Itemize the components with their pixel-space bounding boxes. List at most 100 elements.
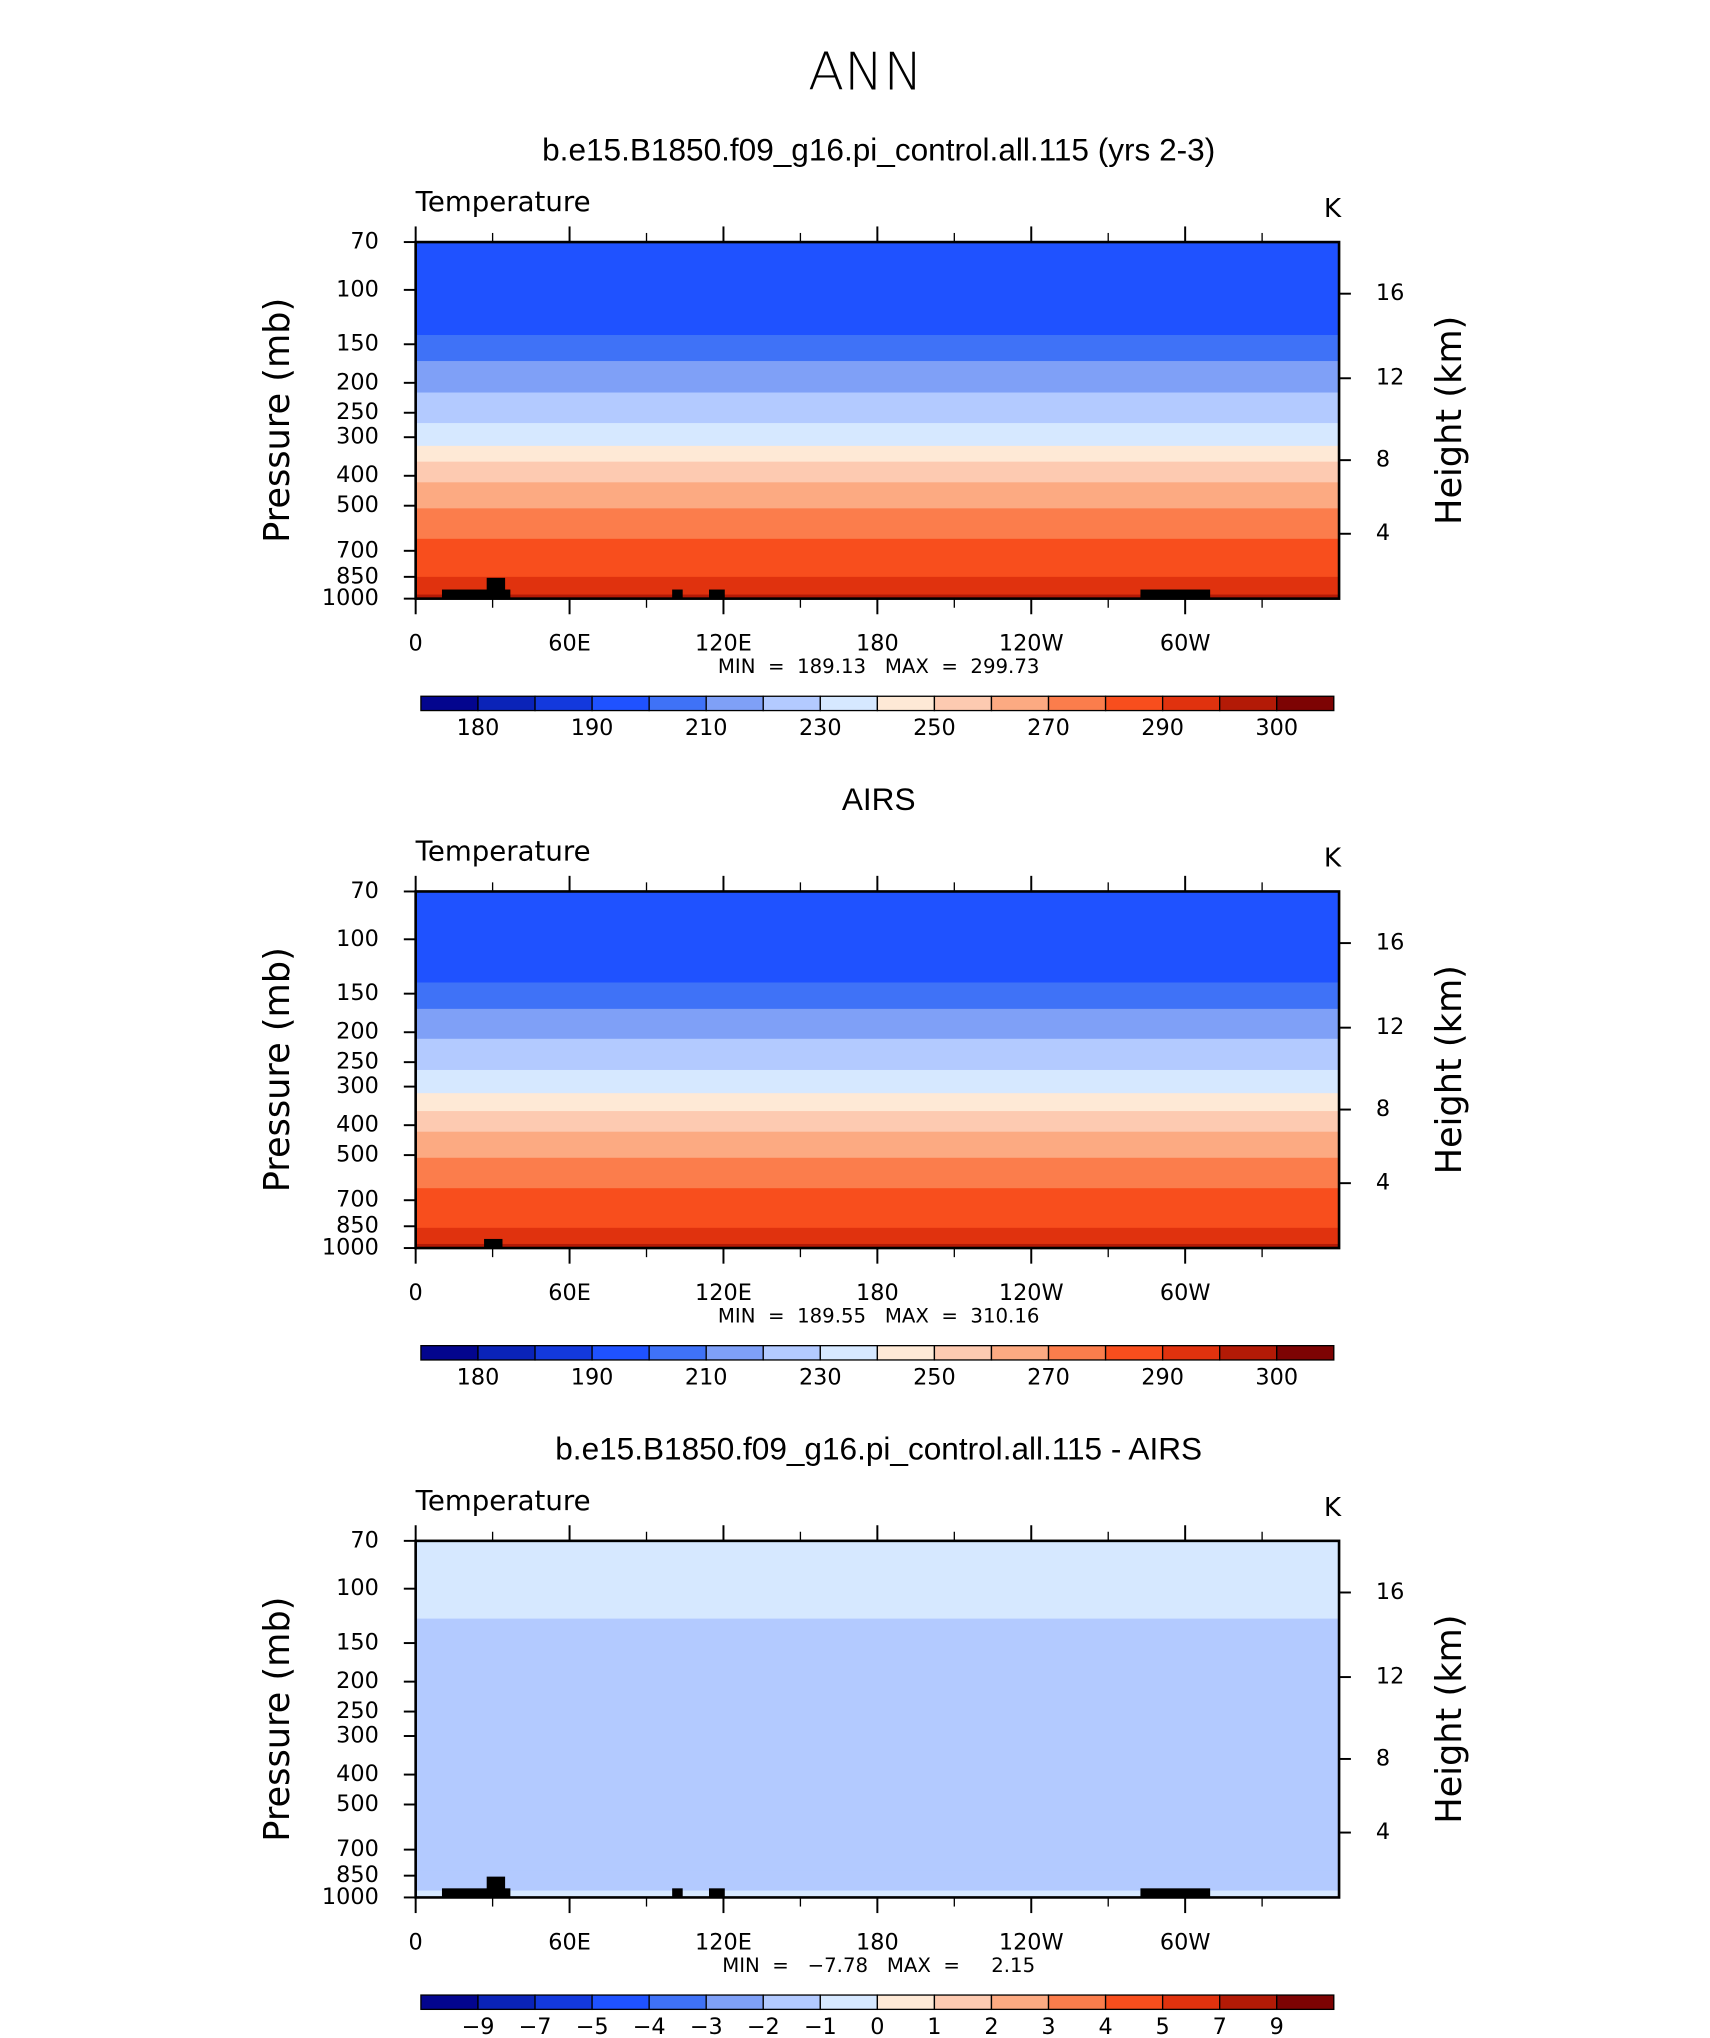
colorbar-box	[1047, 695, 1107, 712]
colorbar-box	[420, 1345, 479, 1361]
y2-tick-label: 16	[1376, 1579, 1404, 1605]
y-tick-label: 150	[336, 1630, 379, 1656]
y-tick-label: 70	[350, 1527, 378, 1553]
units: K	[1324, 194, 1342, 224]
colorbar-label: 190	[571, 1365, 614, 1391]
colorbar-box	[534, 1994, 593, 2011]
topography	[708, 589, 725, 599]
x-tick-label: 120E	[695, 1930, 752, 1956]
contour-band	[415, 1618, 1340, 1689]
x-tick-label: 0	[409, 631, 423, 657]
colorbar-box	[1161, 1994, 1221, 2011]
colorbar-box	[648, 1345, 707, 1361]
y-tick-label: 500	[336, 492, 379, 518]
colorbar-label: 270	[1027, 1365, 1070, 1391]
topography	[484, 1238, 503, 1249]
y-tick-label: 500	[336, 1142, 379, 1168]
colorbar-box	[762, 695, 821, 712]
x-tick-label: 120W	[999, 631, 1064, 657]
x-tick-label: 60W	[1160, 1930, 1211, 1956]
contour-band	[415, 361, 1340, 394]
colorbar-box	[1104, 695, 1164, 712]
contour-band	[415, 423, 1340, 447]
topography	[672, 1888, 683, 1898]
colorbar-label: −9	[461, 2014, 494, 2038]
colorbar-box	[990, 1345, 1050, 1361]
colorbar-box	[819, 1994, 879, 2011]
y-tick-label: 100	[336, 926, 379, 952]
colorbar-box	[705, 1994, 764, 2011]
colorbar-box	[648, 1994, 707, 2011]
y-tick-label: 700	[336, 1836, 379, 1862]
colorbar-box	[1276, 1994, 1335, 2011]
y2-tick-label: 4	[1376, 1819, 1390, 1845]
contour-band	[415, 392, 1340, 424]
contour-band	[415, 538, 1340, 578]
x-tick-label: 60W	[1160, 631, 1211, 657]
colorbar-label: 290	[1141, 1365, 1184, 1391]
contour-band	[415, 1069, 1340, 1094]
colorbar-label: 250	[913, 715, 956, 741]
colorbar-label: −2	[747, 2014, 780, 2038]
y-tick-label: 400	[336, 1112, 379, 1138]
y-tick-label: 300	[336, 424, 379, 450]
topography	[1140, 589, 1211, 599]
y-axis-label: Pressure (mb)	[257, 1597, 298, 1842]
x-tick-label: 60E	[548, 1930, 591, 1956]
y-tick-label: 150	[336, 331, 379, 357]
colorbar-box	[591, 695, 650, 712]
colorbar-box	[477, 695, 536, 712]
y-tick-label: 1000	[322, 585, 379, 611]
y-tick-label: 400	[336, 462, 379, 488]
y-tick-label: 250	[336, 399, 379, 425]
colorbar-box	[933, 1345, 993, 1361]
colorbar-box	[420, 695, 479, 712]
x-tick-label: 60E	[548, 631, 591, 657]
y2-axis-label: Height (km)	[1429, 316, 1470, 525]
topography	[486, 577, 506, 599]
colorbar-box	[1161, 1345, 1221, 1361]
y-tick-label: 500	[336, 1791, 379, 1817]
y2-tick-label: 12	[1376, 365, 1404, 391]
contour-band	[415, 1038, 1340, 1071]
panel: b.e15.B1850.f09_g16.pi_control.all.115 -…	[257, 1431, 1470, 2038]
y-tick-label: 250	[336, 1049, 379, 1075]
x-tick-label: 0	[409, 1280, 423, 1306]
contour-band	[415, 1227, 1340, 1245]
y-tick-label: 300	[336, 1723, 379, 1749]
y2-tick-label: 16	[1376, 280, 1404, 306]
colorbar-label: 180	[457, 1365, 500, 1391]
topography	[672, 589, 683, 599]
colorbar-box	[1161, 695, 1221, 712]
y2-tick-label: 12	[1376, 1664, 1404, 1690]
contour-band	[415, 594, 1340, 600]
colorbar-label: 290	[1141, 715, 1184, 741]
colorbar-box	[933, 1994, 993, 2011]
contour-band	[415, 1688, 1340, 1792]
y2-tick-label: 12	[1376, 1014, 1404, 1040]
contour-band	[415, 461, 1340, 483]
topography	[1140, 1888, 1211, 1898]
colorbar-label: 180	[457, 715, 500, 741]
colorbar-label: 0	[870, 2014, 884, 2038]
colorbar-box	[1047, 1994, 1107, 2011]
y-tick-label: 100	[336, 1575, 379, 1601]
y-tick-label: 300	[336, 1073, 379, 1099]
x-tick-label: 120E	[695, 1280, 752, 1306]
colorbar-box	[990, 695, 1050, 712]
colorbar-label: 190	[571, 715, 614, 741]
contour-band	[415, 1870, 1340, 1892]
colorbar-box	[534, 695, 593, 712]
colorbar-label: 210	[685, 715, 728, 741]
y-tick-label: 400	[336, 1761, 379, 1787]
colorbar-box	[1276, 695, 1335, 712]
colorbar-label: 300	[1255, 1365, 1298, 1391]
colorbar-label: −4	[633, 2014, 666, 2038]
colorbar-label: 9	[1270, 2014, 1284, 2038]
colorbar-label: 5	[1156, 2014, 1170, 2038]
panel-subtitle: Temperature	[415, 187, 591, 218]
contour-band	[415, 576, 1340, 596]
topography	[486, 1876, 506, 1898]
